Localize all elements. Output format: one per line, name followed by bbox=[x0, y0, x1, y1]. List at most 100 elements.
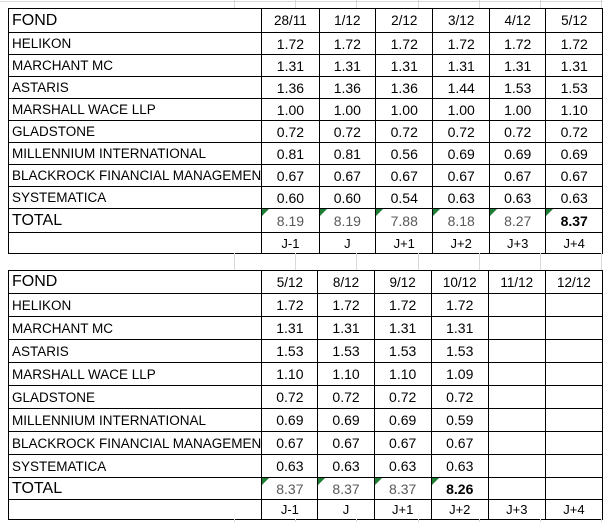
value-cell[interactable]: 0.63 bbox=[545, 186, 603, 209]
value-cell[interactable]: 1.53 bbox=[373, 339, 432, 363]
date-header-cell[interactable]: 28/11 bbox=[261, 8, 320, 33]
value-cell[interactable]: 1.72 bbox=[317, 293, 375, 317]
fund-label-cell[interactable]: GLADSTONE bbox=[7, 385, 263, 409]
fund-label-cell[interactable]: ASTARIS bbox=[7, 339, 263, 363]
value-cell[interactable]: 0.67 bbox=[373, 431, 432, 455]
value-cell[interactable]: 0.54 bbox=[375, 186, 434, 209]
date-header-cell[interactable]: 9/12 bbox=[373, 270, 432, 294]
value-cell[interactable]: 1.53 bbox=[317, 339, 375, 363]
total-value-cell[interactable] bbox=[487, 477, 546, 500]
value-cell[interactable]: 1.10 bbox=[317, 362, 375, 386]
value-cell[interactable]: 1.09 bbox=[430, 362, 489, 386]
day-offset-cell[interactable]: J+1 bbox=[375, 232, 434, 254]
fund-label-cell[interactable]: MARSHALL WACE LLP bbox=[7, 98, 263, 121]
total-value-cell[interactable]: 7.88 bbox=[375, 208, 434, 233]
fund-label-cell[interactable]: BLACKROCK FINANCIAL MANAGEMEN bbox=[7, 431, 263, 455]
fund-label-cell[interactable]: MILLENNIUM INTERNATIONAL bbox=[7, 142, 263, 165]
total-value-cell[interactable]: 8.37 bbox=[545, 208, 603, 233]
fond-header-cell[interactable]: FOND bbox=[7, 8, 263, 33]
value-cell[interactable] bbox=[487, 339, 546, 363]
value-cell[interactable]: 0.72 bbox=[545, 120, 603, 143]
total-value-cell[interactable]: 8.19 bbox=[318, 208, 377, 233]
value-cell[interactable]: 0.72 bbox=[318, 120, 377, 143]
total-value-cell[interactable]: 8.37 bbox=[261, 477, 319, 500]
value-cell[interactable]: 0.69 bbox=[317, 408, 375, 432]
value-cell[interactable]: 0.59 bbox=[430, 408, 489, 432]
total-value-cell[interactable]: 8.18 bbox=[432, 208, 490, 233]
value-cell[interactable]: 0.63 bbox=[317, 454, 375, 478]
value-cell[interactable]: 1.31 bbox=[318, 54, 377, 77]
value-cell[interactable]: 1.31 bbox=[261, 54, 320, 77]
value-cell[interactable] bbox=[487, 316, 546, 340]
value-cell[interactable]: 0.81 bbox=[261, 142, 320, 165]
value-cell[interactable] bbox=[544, 362, 603, 386]
value-cell[interactable]: 0.67 bbox=[430, 431, 489, 455]
value-cell[interactable]: 0.72 bbox=[375, 120, 434, 143]
value-cell[interactable] bbox=[487, 385, 546, 409]
date-header-cell[interactable]: 1/12 bbox=[318, 8, 377, 33]
value-cell[interactable]: 1.72 bbox=[430, 293, 489, 317]
fund-label-cell[interactable]: SYSTEMATICA bbox=[7, 454, 263, 478]
date-header-cell[interactable]: 2/12 bbox=[375, 8, 434, 33]
value-cell[interactable]: 1.72 bbox=[545, 32, 603, 55]
fund-label-cell[interactable]: GLADSTONE bbox=[7, 120, 263, 143]
value-cell[interactable]: 1.53 bbox=[488, 76, 547, 99]
value-cell[interactable]: 0.67 bbox=[432, 164, 490, 187]
footer-empty-cell[interactable] bbox=[7, 232, 263, 254]
day-offset-cell[interactable]: J-1 bbox=[261, 232, 320, 254]
day-offset-cell[interactable]: J bbox=[318, 232, 377, 254]
value-cell[interactable]: 1.72 bbox=[375, 32, 434, 55]
value-cell[interactable] bbox=[487, 362, 546, 386]
value-cell[interactable]: 1.00 bbox=[488, 98, 547, 121]
fund-label-cell[interactable]: BLACKROCK FINANCIAL MANAGEMEN bbox=[7, 164, 263, 187]
fond-header-cell[interactable]: FOND bbox=[7, 270, 263, 294]
fund-label-cell[interactable]: HELIKON bbox=[7, 293, 263, 317]
value-cell[interactable] bbox=[544, 385, 603, 409]
date-header-cell[interactable]: 5/12 bbox=[261, 270, 319, 294]
value-cell[interactable]: 0.72 bbox=[261, 385, 319, 409]
value-cell[interactable] bbox=[544, 408, 603, 432]
fund-label-cell[interactable]: MILLENNIUM INTERNATIONAL bbox=[7, 408, 263, 432]
value-cell[interactable]: 1.31 bbox=[317, 316, 375, 340]
day-offset-cell[interactable]: J+3 bbox=[487, 499, 546, 520]
value-cell[interactable]: 1.44 bbox=[432, 76, 490, 99]
value-cell[interactable]: 1.36 bbox=[318, 76, 377, 99]
value-cell[interactable]: 0.69 bbox=[545, 142, 603, 165]
footer-empty-cell[interactable] bbox=[7, 499, 263, 520]
date-header-cell[interactable]: 8/12 bbox=[317, 270, 375, 294]
value-cell[interactable]: 1.36 bbox=[375, 76, 434, 99]
value-cell[interactable]: 0.67 bbox=[261, 431, 319, 455]
day-offset-cell[interactable]: J+1 bbox=[373, 499, 432, 520]
value-cell[interactable]: 0.56 bbox=[375, 142, 434, 165]
value-cell[interactable]: 0.67 bbox=[375, 164, 434, 187]
value-cell[interactable] bbox=[544, 293, 603, 317]
value-cell[interactable]: 1.53 bbox=[261, 339, 319, 363]
value-cell[interactable]: 0.69 bbox=[261, 408, 319, 432]
value-cell[interactable]: 0.60 bbox=[261, 186, 320, 209]
fund-label-cell[interactable]: ASTARIS bbox=[7, 76, 263, 99]
date-header-cell[interactable]: 11/12 bbox=[487, 270, 546, 294]
value-cell[interactable]: 1.00 bbox=[432, 98, 490, 121]
value-cell[interactable]: 1.36 bbox=[261, 76, 320, 99]
value-cell[interactable]: 1.72 bbox=[373, 293, 432, 317]
value-cell[interactable]: 1.53 bbox=[545, 76, 603, 99]
value-cell[interactable]: 1.72 bbox=[488, 32, 547, 55]
value-cell[interactable]: 0.67 bbox=[488, 164, 547, 187]
value-cell[interactable]: 0.63 bbox=[432, 186, 490, 209]
date-header-cell[interactable]: 10/12 bbox=[430, 270, 489, 294]
value-cell[interactable]: 1.10 bbox=[261, 362, 319, 386]
value-cell[interactable]: 1.72 bbox=[261, 293, 319, 317]
date-header-cell[interactable]: 5/12 bbox=[545, 8, 603, 33]
total-value-cell[interactable] bbox=[544, 477, 603, 500]
value-cell[interactable]: 0.67 bbox=[318, 164, 377, 187]
total-value-cell[interactable]: 8.37 bbox=[373, 477, 432, 500]
value-cell[interactable]: 0.67 bbox=[261, 164, 320, 187]
value-cell[interactable]: 1.31 bbox=[261, 316, 319, 340]
date-header-cell[interactable]: 3/12 bbox=[432, 8, 490, 33]
value-cell[interactable] bbox=[487, 408, 546, 432]
value-cell[interactable]: 0.72 bbox=[432, 120, 490, 143]
value-cell[interactable]: 0.63 bbox=[488, 186, 547, 209]
value-cell[interactable]: 0.72 bbox=[430, 385, 489, 409]
total-value-cell[interactable]: 8.27 bbox=[488, 208, 547, 233]
value-cell[interactable] bbox=[544, 339, 603, 363]
